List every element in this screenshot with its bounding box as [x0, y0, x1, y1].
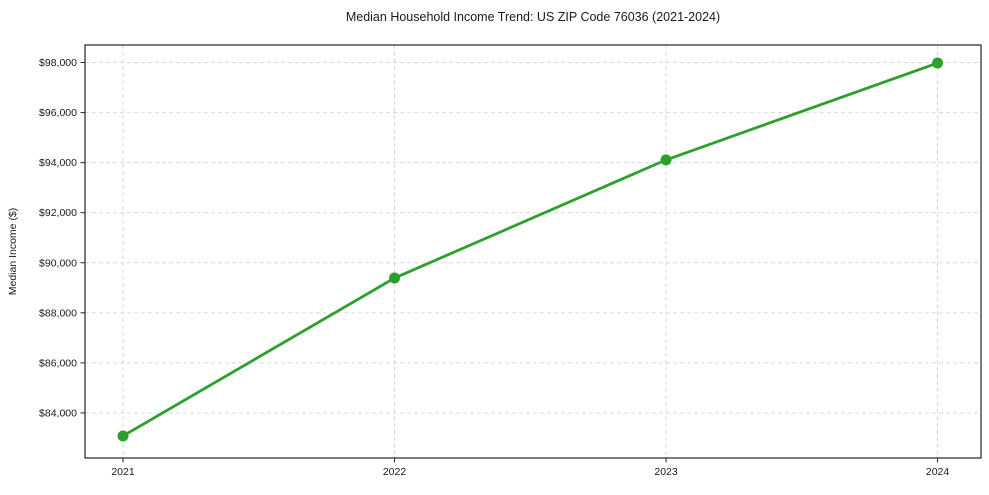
grid-layer: [85, 45, 981, 458]
y-tick-label: $98,000: [39, 57, 77, 69]
y-tick-label: $92,000: [39, 207, 77, 219]
plot-border: [84, 44, 982, 459]
x-tick-label: 2024: [926, 466, 950, 478]
y-tick-label: $96,000: [39, 107, 77, 119]
y-tick-label: $88,000: [39, 307, 77, 319]
y-axis-label: Median Income ($): [7, 208, 19, 296]
trend-line: [121, 61, 939, 438]
x-tick-label: 2023: [654, 466, 678, 478]
x-tick-label: 2022: [383, 466, 407, 478]
x-tick-label: 2021: [111, 466, 135, 478]
data-point-marker: [117, 430, 129, 442]
y-tick-label: $90,000: [39, 257, 77, 269]
chart-title: Median Household Income Trend: US ZIP Co…: [346, 10, 720, 24]
y-tick-label: $94,000: [39, 157, 77, 169]
tick-layer: $84,000 $86,000 $88,000 $90,000 $92,000 $94,0…: [39, 57, 949, 478]
y-tick-label: $84,000: [39, 407, 77, 419]
data-point-marker: [660, 154, 672, 166]
y-tick-label: $86,000: [39, 357, 77, 369]
data-point-marker: [932, 57, 944, 69]
data-point-marker: [389, 272, 401, 284]
series-layer: [117, 57, 944, 442]
